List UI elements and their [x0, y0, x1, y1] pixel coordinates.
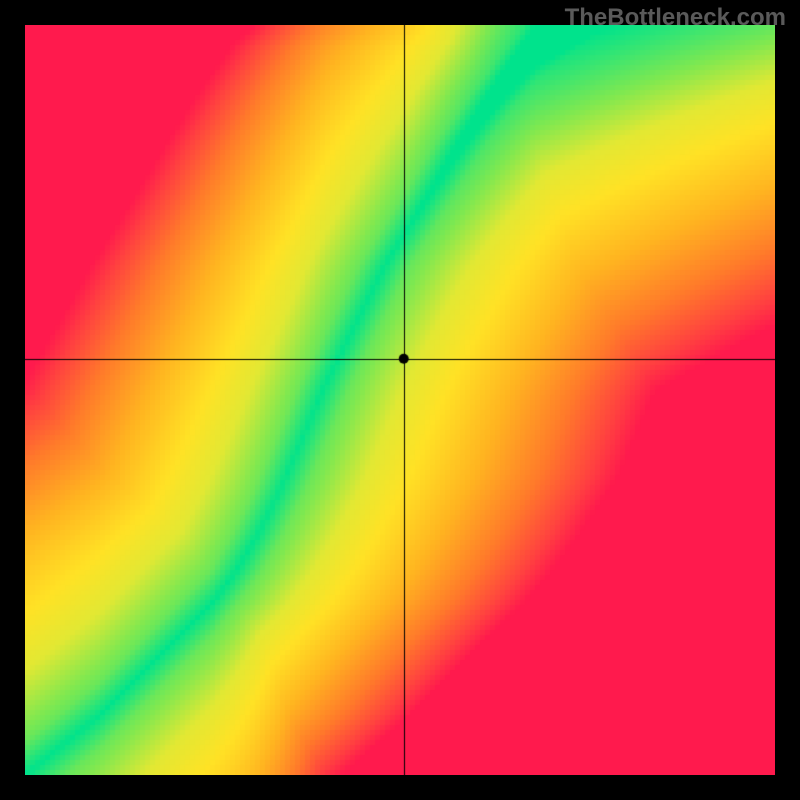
- bottleneck-heatmap: [25, 25, 775, 775]
- watermark-text: TheBottleneck.com: [565, 4, 786, 32]
- chart-container: TheBottleneck.com: [0, 0, 800, 800]
